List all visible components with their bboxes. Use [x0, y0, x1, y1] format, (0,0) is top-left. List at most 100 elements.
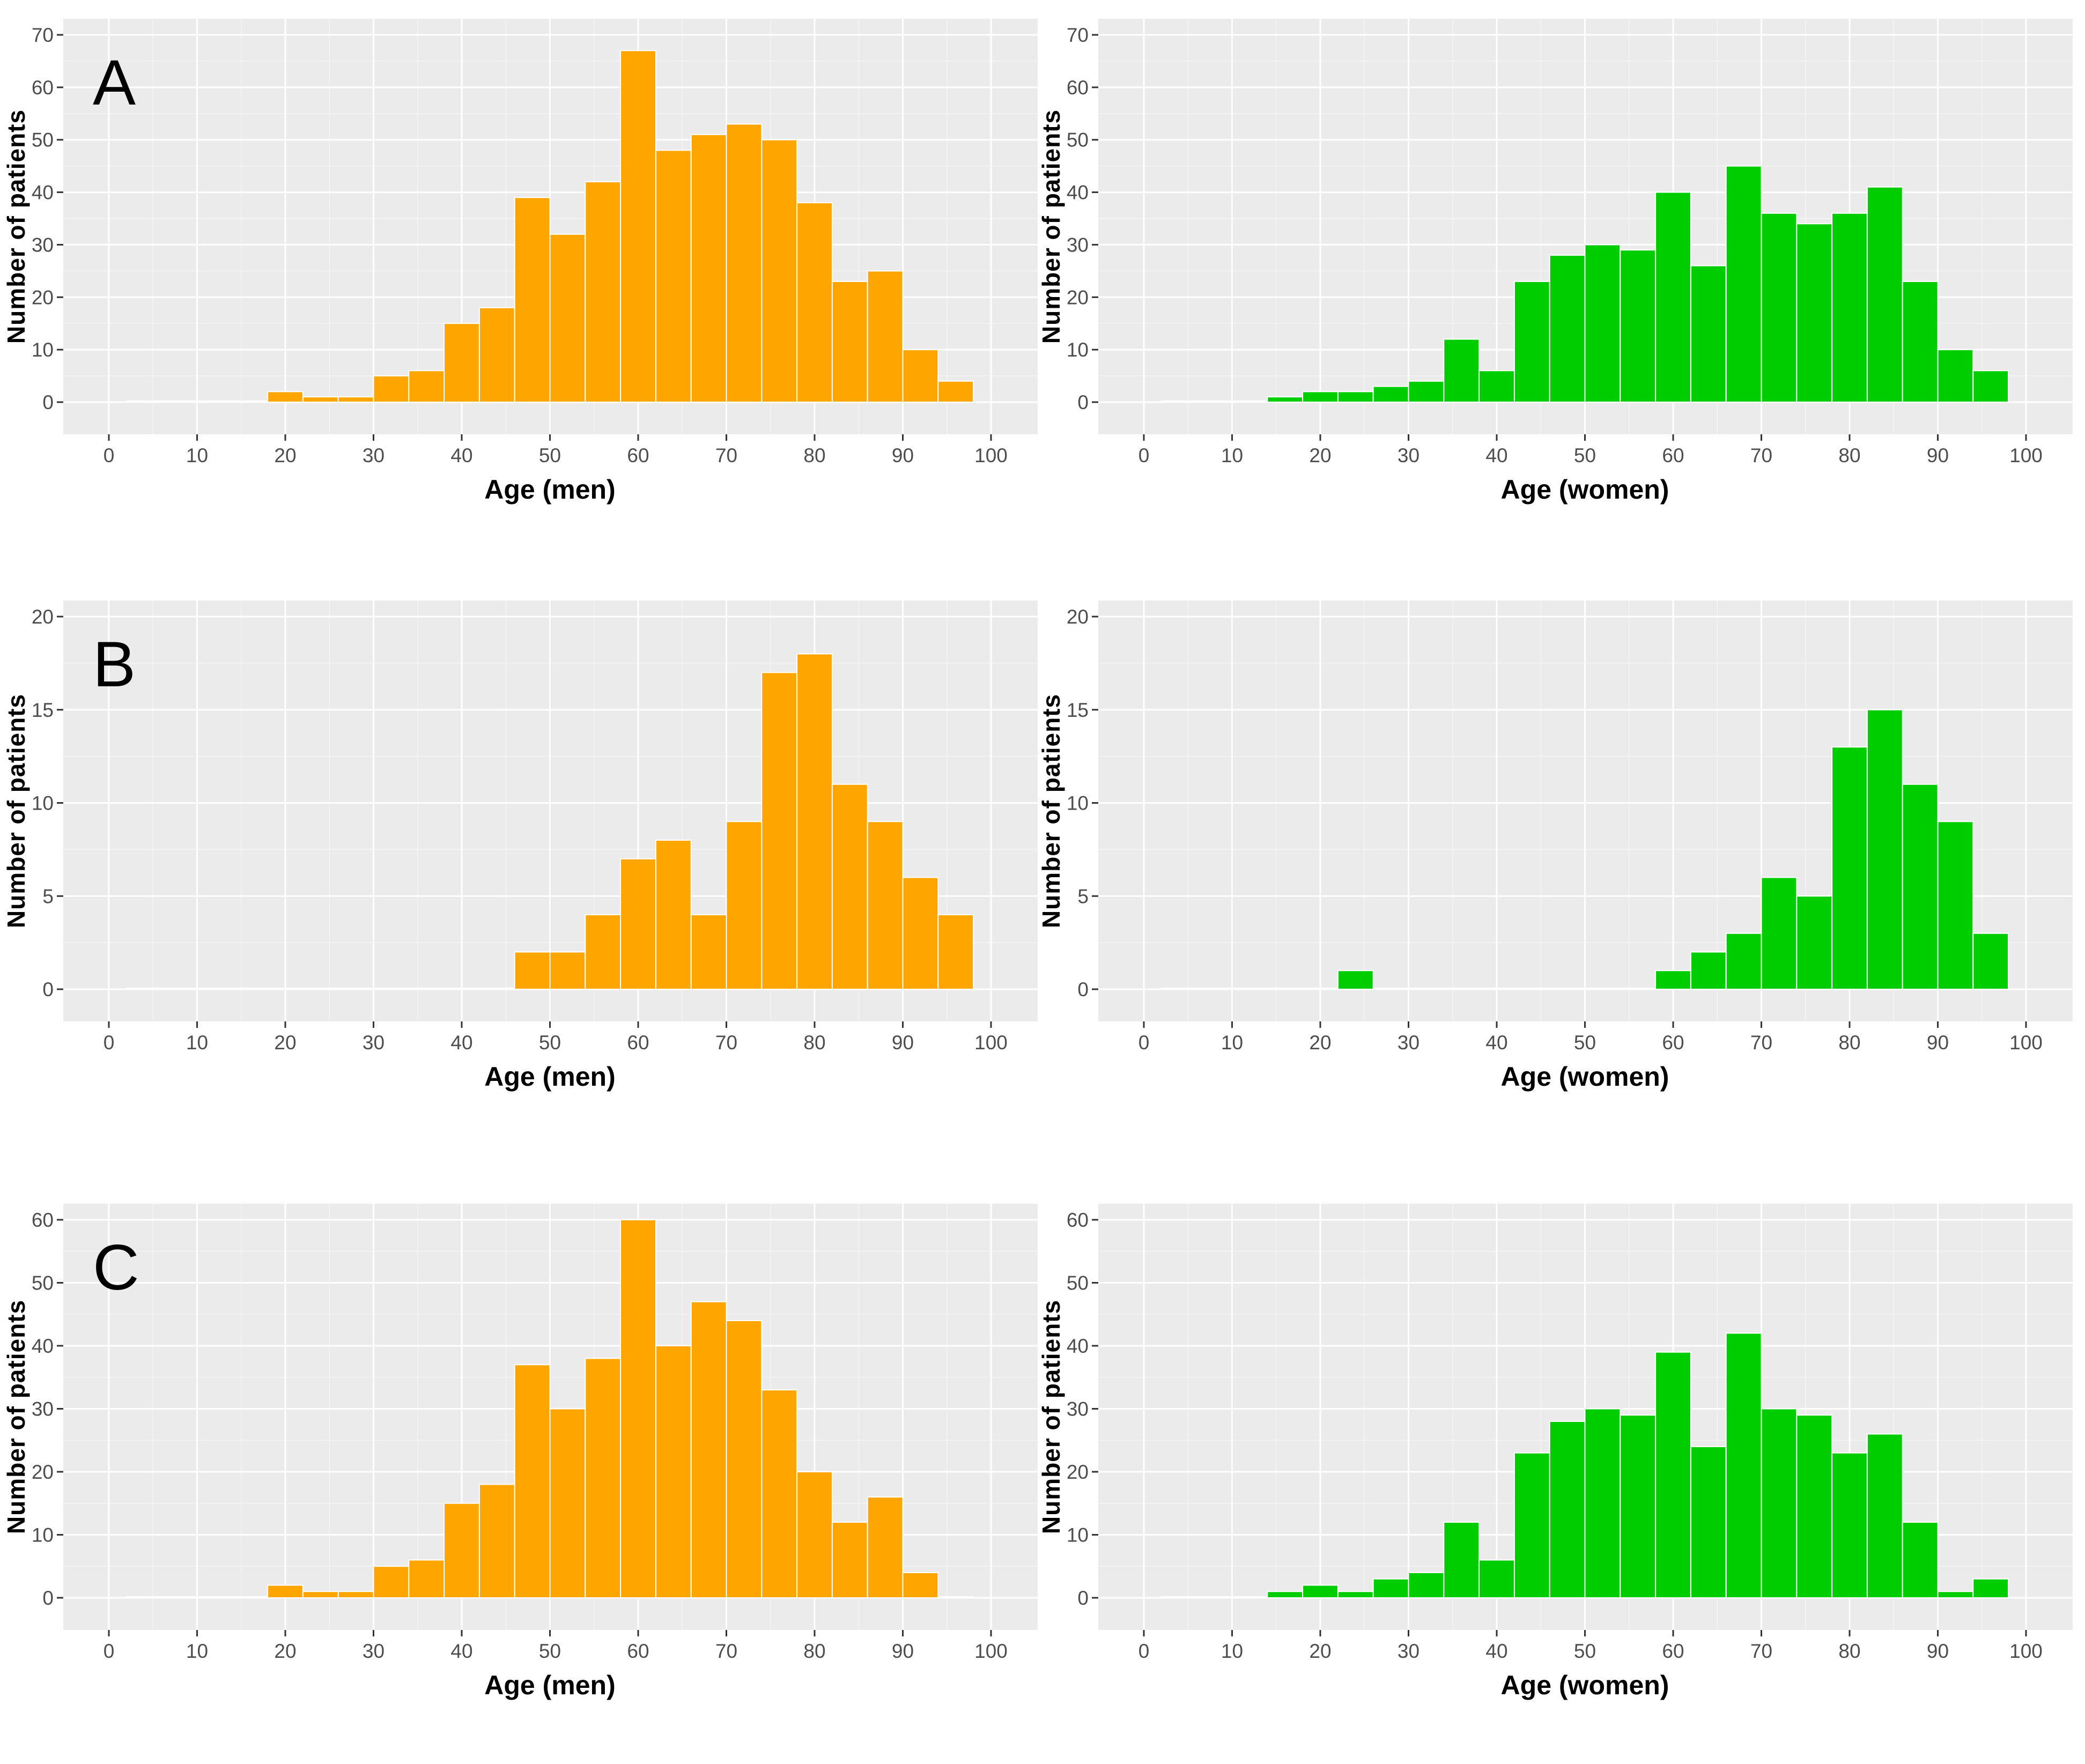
bar: [726, 1320, 763, 1598]
x-tick-label: 10: [186, 1032, 208, 1054]
x-tick-label: 10: [1221, 1640, 1243, 1662]
y-axis-label: Number of patients: [2, 1300, 30, 1534]
y-tick-label: 0: [1077, 1587, 1089, 1609]
bar: [1584, 1408, 1621, 1598]
bar: [1866, 186, 1903, 403]
y-tick-label: 40: [1067, 182, 1089, 204]
bar: [1584, 988, 1621, 990]
x-tick-label: 60: [1662, 444, 1684, 466]
y-axis-label: Number of patients: [1037, 694, 1065, 928]
x-tick-label: 20: [274, 1640, 296, 1662]
x-tick-label: 50: [539, 1640, 561, 1662]
bar: [796, 653, 833, 990]
y-tick-label: 0: [42, 1587, 54, 1609]
bar: [125, 401, 162, 403]
bar: [796, 1471, 833, 1598]
y-tick-label: 30: [1067, 234, 1089, 256]
bar: [1796, 895, 1833, 990]
x-tick-label: 40: [1485, 444, 1507, 466]
bar: [196, 988, 233, 990]
bar: [302, 396, 339, 403]
bar: [831, 280, 868, 403]
bar: [620, 1219, 656, 1598]
y-tick-label: 40: [32, 1335, 54, 1357]
y-tick-label: 20: [32, 286, 54, 308]
bar: [1796, 1414, 1833, 1598]
x-tick-label: 70: [1750, 444, 1772, 466]
bar: [1620, 249, 1657, 403]
bar: [373, 988, 410, 990]
bar: [1513, 1452, 1550, 1598]
bar: [1443, 988, 1480, 990]
x-tick-label: 90: [1927, 444, 1949, 466]
bar: [514, 1364, 551, 1598]
bar: [514, 197, 551, 403]
bar: [443, 323, 480, 403]
y-tick-label: 15: [1067, 699, 1089, 721]
x-tick-label: 10: [1221, 444, 1243, 466]
bar: [1408, 988, 1445, 990]
y-tick-label: 70: [1067, 24, 1089, 46]
x-tick-label: 30: [1398, 1640, 1419, 1662]
bar: [1478, 1559, 1515, 1598]
y-tick-label: 30: [32, 1398, 54, 1420]
chart-panel-A-men: 0 10 20 30 40 50 60 70 80 90 100 0 10 20 30 40 50 60 70 Age…: [2, 19, 1038, 505]
bar: [796, 202, 833, 403]
y-tick-label: 30: [1067, 1398, 1089, 1420]
bar: [1690, 951, 1727, 990]
bar: [1443, 1522, 1480, 1598]
bar: [761, 1389, 798, 1598]
bar: [1302, 391, 1339, 403]
bar: [1231, 401, 1268, 403]
bar: [690, 1301, 727, 1598]
panel-letter: B: [93, 628, 136, 700]
bar: [1761, 877, 1798, 990]
bar: [478, 988, 515, 990]
chart-panel-B-women: 0 10 20 30 40 50 60 70 80 90 100 0 5 10 15 20 Age (women…: [1037, 601, 2073, 1092]
bar: [443, 1502, 480, 1598]
bar: [1196, 401, 1233, 403]
x-tick-label: 50: [1574, 1032, 1596, 1054]
y-tick-label: 50: [1067, 1272, 1089, 1294]
bar: [549, 1408, 586, 1598]
y-tick-label: 0: [42, 979, 54, 1000]
x-axis-label: Age (women): [1501, 1670, 1669, 1700]
bar: [655, 150, 692, 403]
bar: [267, 988, 304, 990]
chart-panel-A-women: 0 10 20 30 40 50 60 70 80 90 100 0 10 20 30 40 50 60 70 Age…: [1037, 19, 2073, 505]
bar: [549, 951, 586, 990]
bar: [867, 270, 904, 403]
x-tick-label: 20: [274, 444, 296, 466]
bar: [232, 1596, 269, 1598]
x-tick-label: 70: [715, 1640, 737, 1662]
bar: [161, 1596, 198, 1598]
x-tick-label: 90: [892, 1032, 914, 1054]
x-tick-label: 100: [974, 1640, 1008, 1662]
bar: [585, 181, 622, 403]
bar: [478, 1484, 515, 1598]
x-tick-label: 30: [1398, 1032, 1419, 1054]
x-tick-label: 50: [1574, 1640, 1596, 1662]
x-tick-label: 100: [974, 444, 1008, 466]
x-tick-label: 40: [450, 444, 472, 466]
bar: [761, 139, 798, 403]
x-tick-label: 10: [1221, 1032, 1243, 1054]
bar: [620, 50, 656, 403]
bar: [937, 1596, 974, 1598]
x-tick-label: 90: [1927, 1032, 1949, 1054]
bar: [267, 391, 304, 403]
x-tick-label: 70: [1750, 1032, 1772, 1054]
bar: [1196, 988, 1233, 990]
y-axis-label: Number of patients: [2, 109, 30, 344]
bar: [1337, 970, 1374, 990]
y-tick-label: 20: [32, 1461, 54, 1483]
x-tick-label: 30: [363, 444, 385, 466]
bar: [443, 988, 480, 990]
chart-panel-B-men: 0 10 20 30 40 50 60 70 80 90 100 0 5 10 15 20 Age (men) N…: [2, 601, 1038, 1092]
bar: [1372, 988, 1409, 990]
bar: [1831, 1452, 1868, 1598]
y-tick-label: 30: [32, 234, 54, 256]
x-tick-label: 0: [103, 444, 115, 466]
chart-panel-C-men: 0 10 20 30 40 50 60 70 80 90 100 0 10 20 30 40 50 60 Age (…: [2, 1204, 1038, 1700]
bar: [232, 988, 269, 990]
